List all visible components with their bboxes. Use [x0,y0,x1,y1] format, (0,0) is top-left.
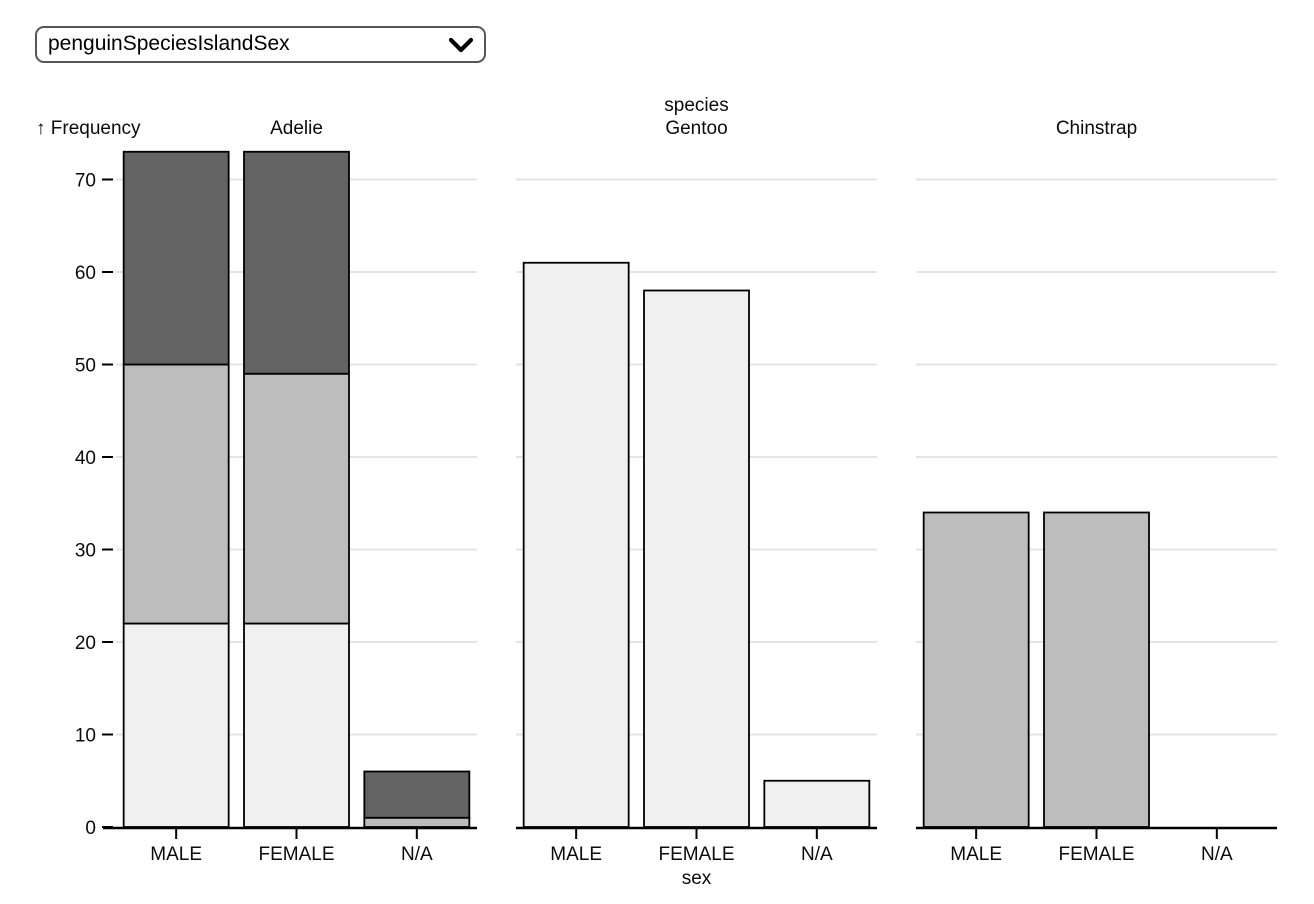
bar-segment [363,770,471,819]
y-tick-label: 60 [75,263,96,284]
y-axis-label: ↑ Frequency [36,118,141,139]
x-axis-label: sex [682,868,712,889]
y-tick-label: 70 [75,171,96,192]
bar-segment [243,622,350,828]
y-tick-label: 10 [75,726,96,747]
bar-segment [922,511,1030,828]
bar-segment [122,150,230,366]
x-tick-label: N/A [801,844,833,865]
bar-segment [122,363,230,625]
y-tick-label: 20 [75,633,96,654]
x-tick-label: N/A [401,844,433,865]
y-tick-label: 30 [75,541,96,562]
bar-segment [522,261,630,828]
facet-title: Gentoo [665,118,727,139]
x-tick-label: FEMALE [258,844,334,865]
x-tick-label: MALE [150,844,202,865]
bar-segment [243,150,350,375]
y-tick-label: 50 [75,356,96,377]
x-tick-label: MALE [950,844,1002,865]
x-tick-label: N/A [1201,844,1233,865]
x-tick-label: FEMALE [658,844,734,865]
dataset-select[interactable]: penguinSpeciesIslandSex [35,26,486,63]
bar-segment [122,622,230,828]
bar-segment [1043,511,1150,828]
bar-segment [763,779,871,828]
dataset-select-wrap: penguinSpeciesIslandSex [35,26,486,63]
facet-axis-label: species [664,95,728,116]
bar-segment [643,289,750,828]
y-tick-label: 0 [85,818,96,839]
bar-segment [363,816,471,828]
x-tick-label: MALE [550,844,602,865]
y-tick-label: 40 [75,448,96,469]
bar-segment [243,372,350,625]
x-tick-label: FEMALE [1058,844,1134,865]
facet-title: Adelie [270,118,323,139]
facet-title: Chinstrap [1056,118,1137,139]
